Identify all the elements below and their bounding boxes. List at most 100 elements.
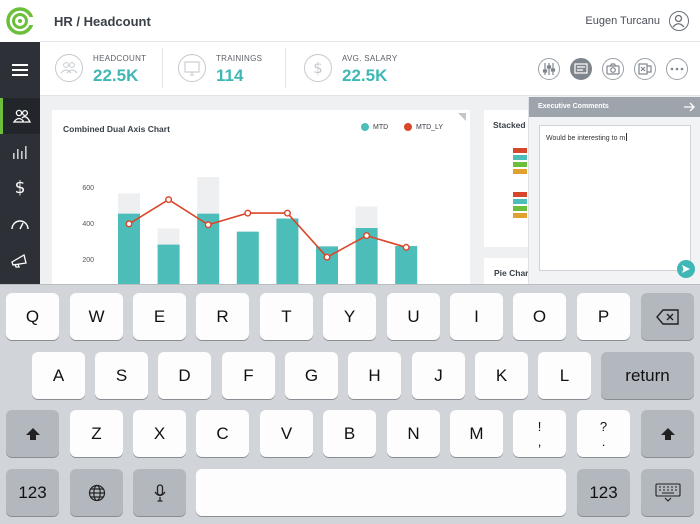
key-top-char: ! [537, 418, 542, 434]
comment-icon[interactable] [570, 58, 592, 80]
key-c[interactable]: C [196, 410, 249, 457]
onscreen-keyboard: Q W E R T Y U I O P A S D F G H J K L re… [0, 284, 700, 524]
stacked-bar-segment [513, 148, 527, 153]
key-n[interactable]: N [387, 410, 440, 457]
numbers-key[interactable]: 123 [6, 469, 59, 516]
mtd-bar [118, 213, 140, 284]
key-bottom-char: , [537, 433, 542, 449]
speedometer-icon[interactable] [0, 206, 40, 242]
people-icon [55, 54, 83, 82]
backspace-key[interactable] [641, 293, 694, 340]
key-question-period[interactable]: ? . [577, 410, 630, 457]
user-name[interactable]: Eugen Turcanu [585, 15, 660, 27]
key-h[interactable]: H [348, 352, 401, 399]
key-a[interactable]: A [32, 352, 85, 399]
key-m[interactable]: M [450, 410, 503, 457]
mtd-bar [157, 244, 180, 284]
key-g[interactable]: G [285, 352, 338, 399]
arrow-right-icon[interactable] [683, 102, 695, 112]
key-e[interactable]: E [133, 293, 186, 340]
key-t[interactable]: T [260, 293, 313, 340]
camera-icon[interactable] [602, 58, 624, 80]
mtd-ly-point [244, 209, 252, 217]
stacked-bar-segment [513, 192, 527, 197]
stacked-chart-card: Stacked [484, 110, 534, 247]
microphone-key[interactable] [133, 469, 186, 516]
excel-icon[interactable] [634, 58, 656, 80]
space-bar[interactable] [196, 469, 566, 516]
return-key[interactable]: return [601, 352, 694, 399]
key-exclaim-comma[interactable]: ! , [513, 410, 566, 457]
kpi-label: HEADCOUNT [93, 54, 147, 63]
comment-textarea[interactable]: Would be interesting to m [539, 125, 691, 271]
send-icon[interactable] [677, 260, 695, 278]
dollar-icon: $ [304, 54, 332, 82]
text-caret [626, 133, 628, 141]
y-tick-label: 400 [82, 221, 94, 228]
backspace-icon [655, 308, 679, 325]
app-logo[interactable] [0, 0, 40, 42]
more-icon[interactable] [666, 58, 688, 80]
key-bottom-char: . [601, 433, 606, 449]
key-z[interactable]: Z [70, 410, 123, 457]
chart-legend-item: MTD [361, 123, 388, 131]
people-icon[interactable] [0, 98, 40, 134]
expand-corner-icon[interactable] [458, 113, 466, 121]
key-x[interactable]: X [133, 410, 186, 457]
shift-key[interactable] [6, 410, 59, 457]
shift-icon [25, 427, 40, 440]
key-p[interactable]: P [577, 293, 630, 340]
divider [285, 48, 286, 88]
key-d[interactable]: D [158, 352, 211, 399]
dollar-icon[interactable]: $ [14, 178, 26, 198]
divider [162, 48, 163, 88]
numbers-key-right[interactable]: 123 [577, 469, 630, 516]
kpi-label: AVG. SALARY [342, 54, 398, 63]
chart-title: Stacked [493, 120, 526, 130]
key-r[interactable]: R [196, 293, 249, 340]
key-v[interactable]: V [260, 410, 313, 457]
stacked-bar-segment [513, 206, 527, 211]
dismiss-keyboard-key[interactable] [641, 469, 694, 516]
mtd-ly-point [165, 196, 173, 204]
mtd-ly-point [323, 253, 331, 261]
key-y[interactable]: Y [323, 293, 376, 340]
key-u[interactable]: U [387, 293, 440, 340]
y-tick-label: 600 [82, 185, 94, 192]
shift-key-right[interactable] [641, 410, 694, 457]
comment-text: Would be interesting to m [546, 133, 628, 142]
page-title: HR / Headcount [54, 14, 151, 29]
key-s[interactable]: S [95, 352, 148, 399]
key-w[interactable]: W [70, 293, 123, 340]
menu-icon[interactable] [0, 52, 40, 88]
kpi-value: 22.5K [93, 66, 139, 85]
kpi-value: 114 [216, 66, 244, 85]
stacked-bar-segment [513, 169, 527, 174]
key-l[interactable]: L [538, 352, 591, 399]
stacked-bar-segment [513, 213, 527, 218]
sliders-icon[interactable] [538, 58, 560, 80]
pie-chart-card: Pie Chart [484, 258, 534, 284]
megaphone-icon[interactable] [0, 242, 40, 278]
mtd-ly-point [363, 232, 371, 240]
keyboard-dismiss-icon [654, 482, 681, 502]
combined-dual-axis-chart: 600 400 200 [82, 177, 418, 284]
key-f[interactable]: F [222, 352, 275, 399]
mtd-ly-point [283, 209, 291, 217]
microphone-icon [153, 483, 166, 502]
globe-key[interactable] [70, 469, 123, 516]
key-o[interactable]: O [513, 293, 566, 340]
chart-title: Pie Chart [494, 268, 532, 278]
executive-comments-panel: Executive Comments Would be interesting … [528, 97, 700, 284]
key-b[interactable]: B [323, 410, 376, 457]
key-k[interactable]: K [475, 352, 528, 399]
shift-icon [660, 427, 675, 440]
key-j[interactable]: J [412, 352, 465, 399]
kpi-bar: HEADCOUNT 22.5K TRAININGS 114 $ AVG. SAL… [40, 42, 700, 96]
kpi-label: TRAININGS [216, 54, 263, 63]
app-screen: HR / Headcount Eugen Turcanu $ [0, 0, 700, 284]
key-q[interactable]: Q [6, 293, 59, 340]
key-i[interactable]: I [450, 293, 503, 340]
user-avatar-icon[interactable] [669, 11, 689, 31]
bar-chart-icon[interactable] [0, 134, 40, 170]
